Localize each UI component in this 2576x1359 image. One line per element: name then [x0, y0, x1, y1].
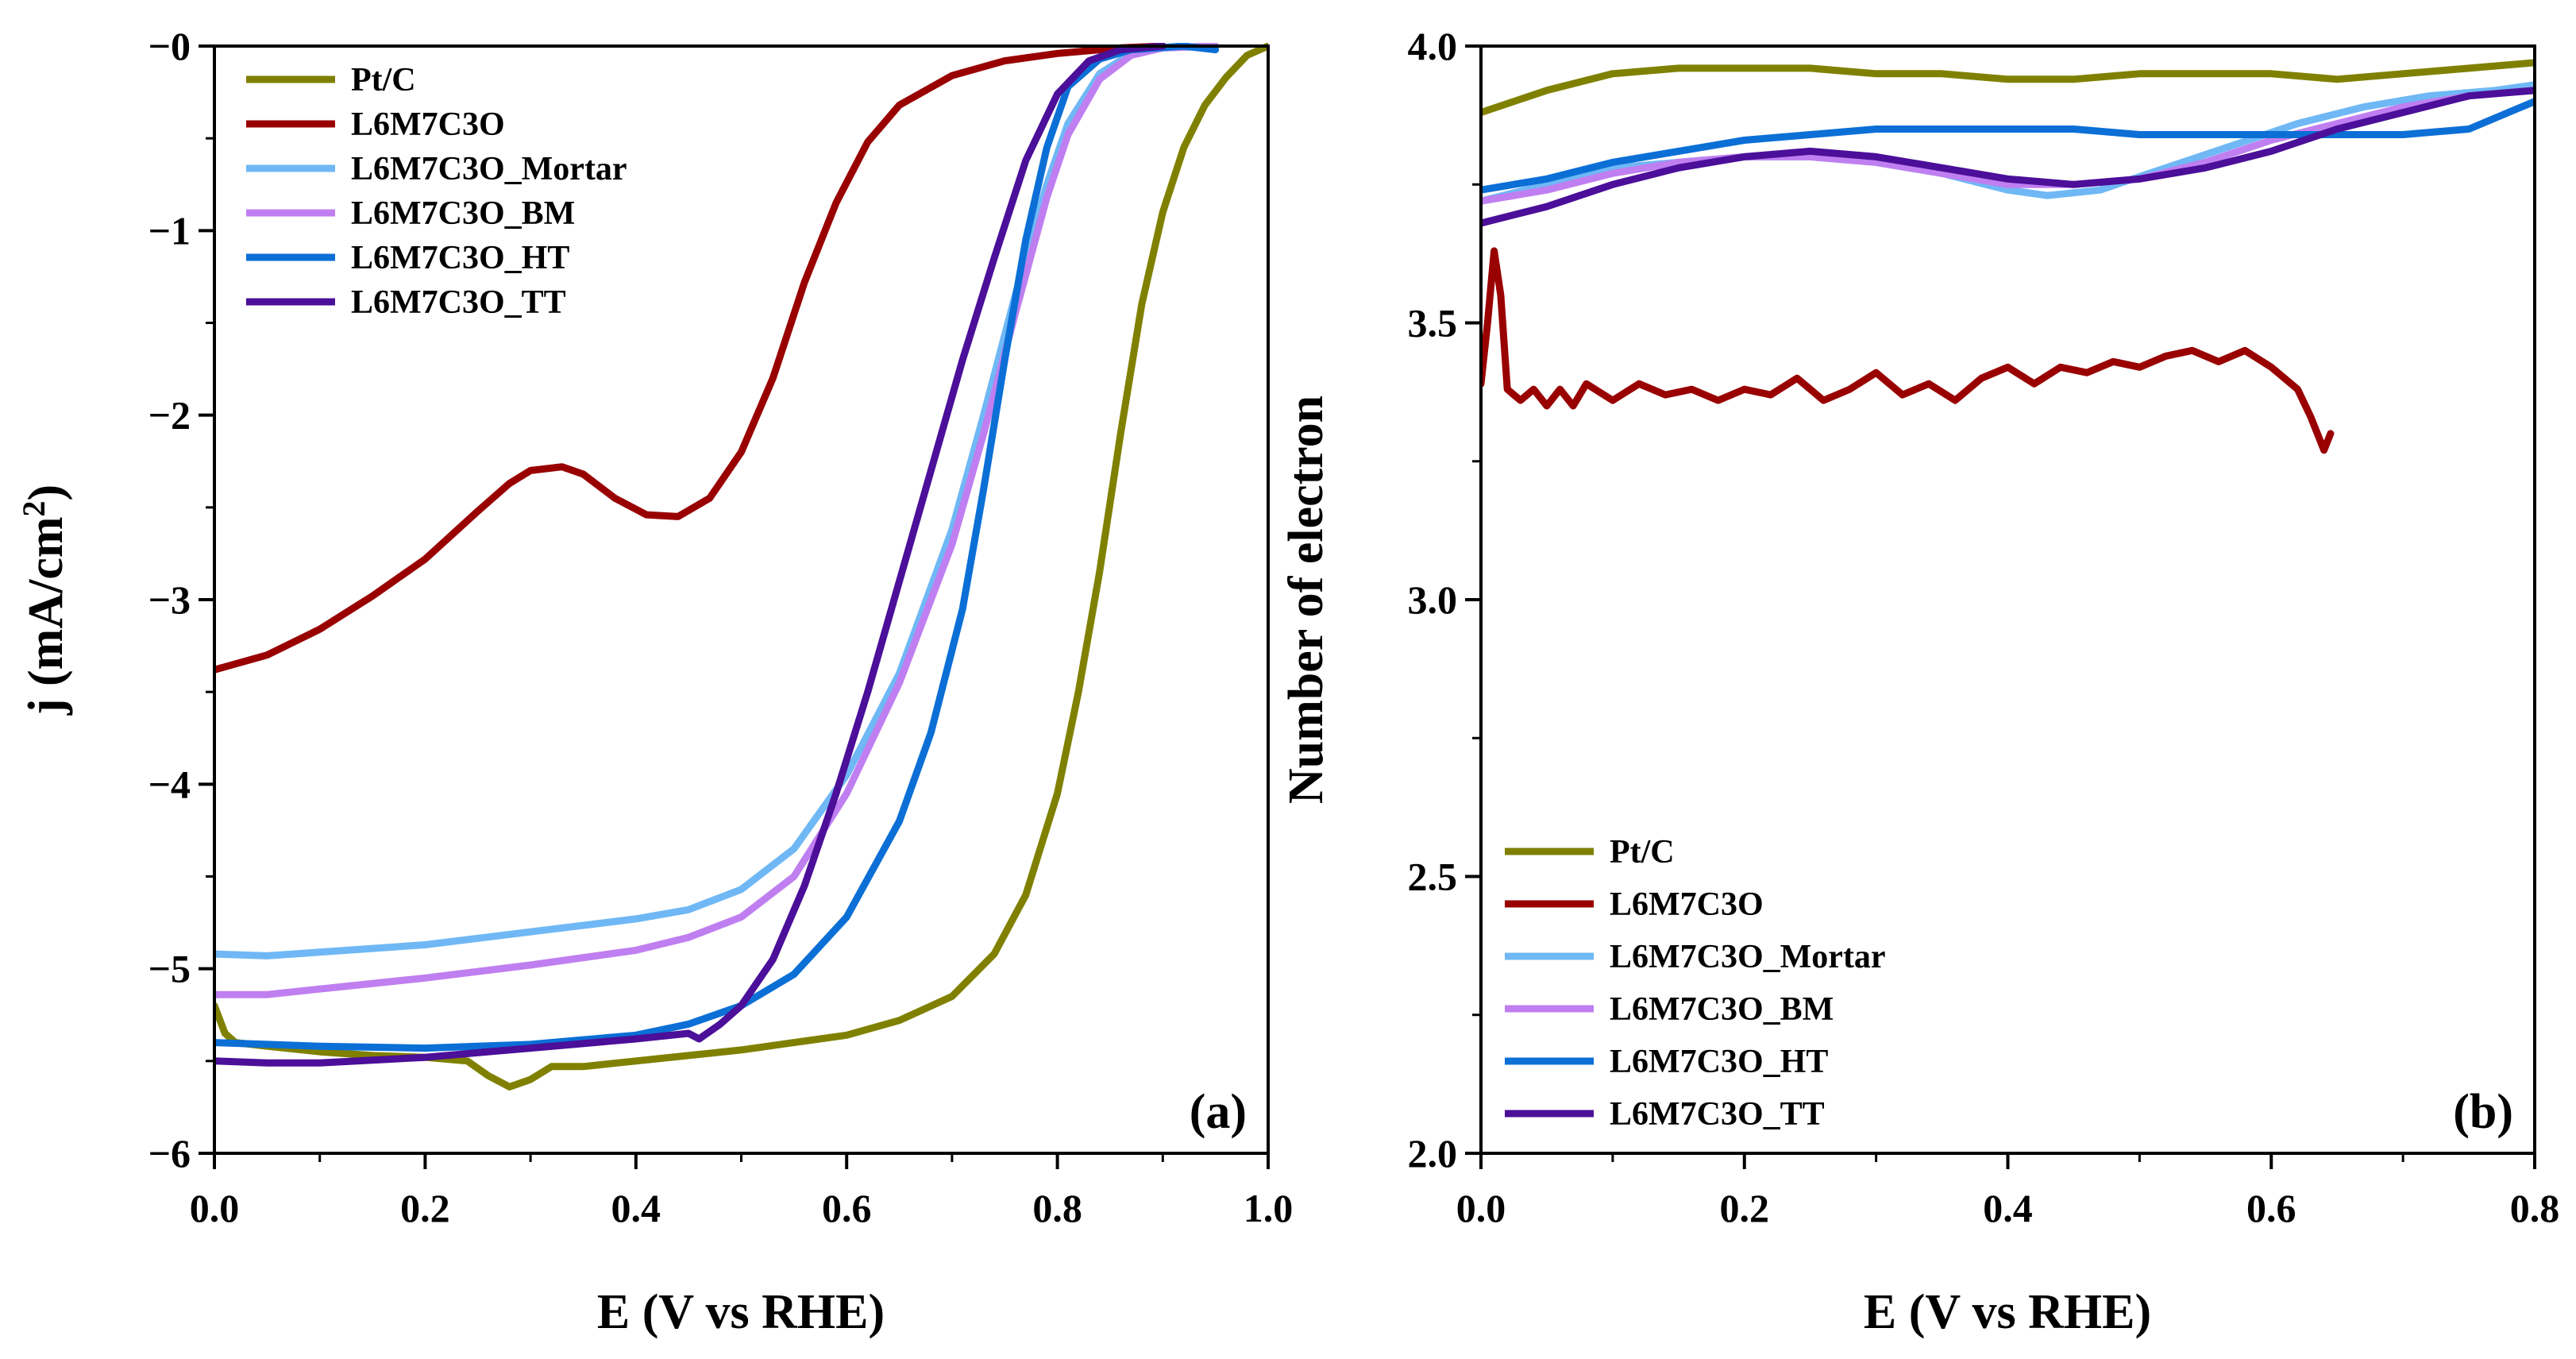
panel-b-y-tick-label: 2.5 — [1408, 855, 1458, 899]
panel-a-y-tick-label: −5 — [148, 947, 191, 991]
panel-b-legend-item-l6m7c3o-bm: L6M7C3O_BM — [1505, 991, 1834, 1028]
panel-a-legend-item-l6m7c3o-bm: L6M7C3O_BM — [246, 195, 575, 232]
panel-b-plot-area — [1481, 59, 2535, 454]
panel-b-frame — [1479, 44, 2536, 1155]
panel-b-y-tick-label: 4.0 — [1408, 24, 1458, 68]
panel-a-legend: Pt/C L6M7C3O L6M7C3O_Mortar L6M7C3O_BM L6M7C… — [246, 62, 627, 321]
panel-b-legend-item-l6m7c3o-tt: L6M7C3O_TT — [1505, 1096, 1825, 1133]
panel-a-y-tick-label: −4 — [148, 762, 191, 806]
panel-a-x-tick-label: 0.2 — [400, 1186, 450, 1230]
panel-a-legend-label: L6M7C3O_HT — [351, 240, 569, 276]
panel-b-legend: Pt/C L6M7C3O L6M7C3O_Mortar L6M7C3O_BM L6M7C… — [1505, 834, 1886, 1133]
panel-b-y-tick-label: 3.0 — [1408, 577, 1458, 622]
panel-b-legend-label: L6M7C3O — [1610, 886, 1764, 923]
panel-b-y-axis-title: Number of electron — [1279, 396, 1333, 804]
panel-a-plot-area — [214, 43, 1268, 1091]
panel-b-x-tick-label: 0.8 — [2510, 1186, 2560, 1230]
panel-b-legend-label: L6M7C3O_HT — [1610, 1044, 1828, 1080]
panel-a: 0.0 0.2 0.4 0.6 0.8 1.0 −6 −5 −4 −3 −2 −1 −0 E (V vs… — [16, 24, 1293, 1339]
panel-b: 0.0 0.2 0.4 0.6 0.8 2.0 2.5 3.0 3.5 4.0 E (V vs R… — [1279, 24, 2559, 1339]
panel-a-y-tick-label: −6 — [148, 1131, 191, 1176]
panel-a-series-l6m7c3o — [214, 43, 1167, 674]
panel-b-legend-item-l6m7c3o-mortar: L6M7C3O_Mortar — [1505, 939, 1886, 975]
panel-b-legend-label: L6M7C3O_BM — [1610, 991, 1834, 1028]
panel-b-legend-label: L6M7C3O_TT — [1610, 1096, 1825, 1133]
panel-a-x-tick-label: 0.8 — [1032, 1186, 1082, 1230]
panel-a-y-axis-title-main: j (mA/cm — [19, 517, 73, 716]
panel-b-x-axis-title: E (V vs RHE) — [1864, 1285, 2151, 1339]
panel-b-series-pt-c — [1481, 59, 2535, 117]
panel-b-legend-item-l6m7c3o-ht: L6M7C3O_HT — [1505, 1044, 1828, 1080]
panel-b-x-tick-label: 0.0 — [1456, 1186, 1506, 1230]
panel-a-legend-item-pt-c: Pt/C — [246, 62, 416, 98]
panel-a-x-tick-label: 0.6 — [822, 1186, 872, 1230]
panel-a-ticks: 0.0 0.2 0.4 0.6 0.8 1.0 −6 −5 −4 −3 −2 −1 −0 — [148, 24, 1294, 1230]
panel-a-legend-item-l6m7c3o-mortar: L6M7C3O_Mortar — [246, 151, 627, 187]
panel-a-y-tick-label: −3 — [148, 577, 191, 622]
panel-b-x-tick-label: 0.2 — [1720, 1186, 1770, 1230]
panel-b-legend-label: L6M7C3O_Mortar — [1610, 939, 1886, 975]
panel-b-series-l6m7c3o-tt — [1481, 87, 2535, 227]
panel-b-label: (b) — [2453, 1085, 2513, 1139]
panel-b-series-l6m7c3o — [1481, 247, 2335, 454]
panel-a-y-tick-label: −2 — [148, 393, 191, 438]
panel-a-x-tick-label: 1.0 — [1244, 1186, 1294, 1230]
panel-a-y-axis-title-close: ) — [19, 485, 73, 501]
panel-b-y-tick-label: 2.0 — [1408, 1131, 1458, 1176]
panel-a-legend-label: Pt/C — [351, 62, 416, 98]
panel-a-y-axis-title-superscript: 2 — [16, 501, 52, 517]
panel-a-series-l6m7c3o-tt — [214, 43, 1167, 1067]
panel-b-x-tick-label: 0.6 — [2246, 1186, 2296, 1230]
panel-a-legend-label: L6M7C3O — [351, 106, 505, 143]
panel-a-x-tick-label: 0.0 — [190, 1186, 240, 1230]
panel-b-x-tick-label: 0.4 — [1983, 1186, 2033, 1230]
panel-a-series-l6m7c3o-ht — [214, 43, 1220, 1052]
panel-a-label: (a) — [1190, 1085, 1247, 1139]
panel-a-x-axis-title: E (V vs RHE) — [597, 1285, 885, 1339]
panel-a-legend-label: L6M7C3O_Mortar — [351, 151, 627, 187]
panel-a-y-tick-label: −1 — [148, 208, 191, 253]
panel-a-legend-label: L6M7C3O_TT — [351, 284, 566, 321]
panel-b-series-l6m7c3o-ht — [1481, 98, 2535, 194]
panel-a-legend-item-l6m7c3o-tt: L6M7C3O_TT — [246, 284, 566, 321]
panel-b-y-tick-label: 3.5 — [1408, 301, 1458, 346]
panel-a-series-l6m7c3o-bm — [214, 43, 1220, 998]
panel-a-legend-item-l6m7c3o: L6M7C3O — [246, 106, 505, 143]
panel-a-x-tick-label: 0.4 — [611, 1186, 661, 1230]
panel-b-legend-label: Pt/C — [1610, 834, 1675, 871]
panel-a-legend-item-l6m7c3o-ht: L6M7C3O_HT — [246, 240, 569, 276]
panel-a-legend-label: L6M7C3O_BM — [351, 195, 575, 232]
panel-b-series-l6m7c3o-bm — [1481, 87, 2535, 205]
panel-b-ticks: 0.0 0.2 0.4 0.6 0.8 2.0 2.5 3.0 3.5 4.0 — [1408, 24, 2560, 1230]
panel-b-legend-item-pt-c: Pt/C — [1505, 834, 1675, 871]
panel-b-legend-item-l6m7c3o: L6M7C3O — [1505, 886, 1764, 923]
panel-a-y-axis-title: j (mA/cm2) — [16, 485, 73, 716]
panel-a-y-tick-label: −0 — [148, 24, 191, 68]
